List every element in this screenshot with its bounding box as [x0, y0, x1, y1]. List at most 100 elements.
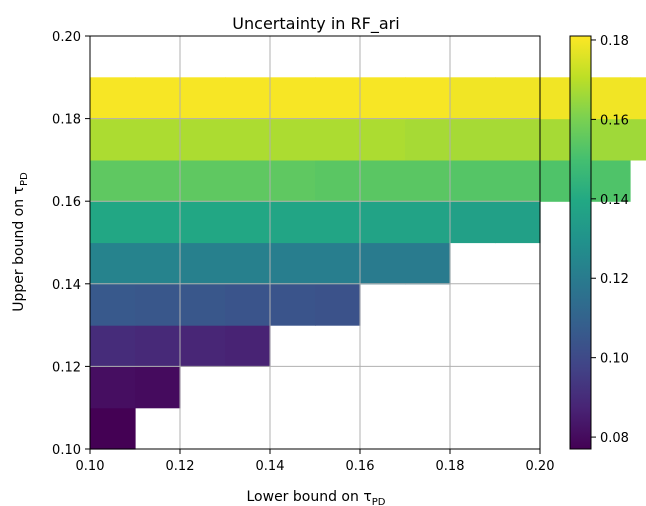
heatmap-cell — [630, 118, 646, 161]
y-tick-label: 0.12 — [52, 360, 81, 375]
heatmap-cell — [225, 201, 271, 244]
x-tick-label: 0.10 — [76, 459, 105, 474]
grid-lines — [90, 36, 540, 449]
heatmap-cell — [135, 283, 181, 326]
heatmap-cell — [270, 77, 316, 120]
heatmap-cell — [180, 201, 226, 244]
heatmap-cell — [90, 242, 136, 285]
heatmap-cell — [315, 283, 361, 326]
heatmap-cell — [495, 159, 541, 202]
heatmap-cell — [90, 77, 136, 120]
colorbar-tick-label: 0.18 — [600, 34, 629, 49]
heatmap-cell — [495, 118, 541, 161]
heatmap-cell — [495, 77, 541, 120]
colorbar-tick-label: 0.14 — [600, 193, 629, 208]
heatmap-cell — [315, 77, 361, 120]
heatmap-cell — [405, 118, 451, 161]
heatmap-cell — [585, 77, 631, 120]
heatmap-cell — [135, 242, 181, 285]
x-tick-label: 0.18 — [436, 459, 465, 474]
heatmap-cell — [135, 325, 181, 367]
heatmap-cell — [270, 201, 316, 244]
heatmap-cell — [360, 201, 406, 244]
heatmap-cell — [315, 159, 361, 202]
y-tick-label: 0.18 — [52, 113, 81, 128]
heatmap-cell — [405, 201, 451, 244]
plot-frame — [89, 35, 541, 450]
heatmap-cells — [90, 77, 646, 450]
heatmap-cell — [270, 159, 316, 202]
colorbar-tick-label: 0.16 — [600, 113, 629, 128]
heatmap-cell — [405, 77, 451, 120]
heatmap-cell — [180, 325, 226, 367]
x-tick-label: 0.14 — [256, 459, 285, 474]
x-axis-label-main: Lower bound on τ — [247, 489, 372, 505]
heatmap-cell — [180, 77, 226, 120]
x-tick-label: 0.16 — [346, 459, 375, 474]
colorbar-tick-label: 0.08 — [600, 431, 629, 446]
x-axis-label: Lower bound on τPD — [247, 489, 386, 506]
heatmap-cell — [180, 242, 226, 285]
heatmap-cell — [495, 201, 541, 244]
y-axis-label: Upper bound on τPD — [11, 172, 30, 312]
heatmap-cell — [585, 159, 631, 202]
heatmap-cell — [90, 366, 136, 409]
heatmap-cell — [315, 201, 361, 244]
heatmap-cell — [360, 77, 406, 120]
heatmap-cell — [450, 201, 496, 244]
heatmap-cell — [315, 242, 361, 285]
heatmap-cell — [135, 77, 181, 120]
colorbar — [570, 36, 591, 449]
colorbar-tick-label: 0.10 — [600, 352, 629, 367]
x-tick-label: 0.12 — [166, 459, 195, 474]
heatmap-cell — [135, 201, 181, 244]
y-axis-label-main: Upper bound on τ — [11, 186, 27, 312]
heatmap-cell — [405, 159, 451, 202]
colorbar-frame — [569, 35, 592, 450]
heatmap-cell — [90, 325, 136, 367]
y-axis-ticks: 0.10 0.12 0.14 0.16 0.18 0.20 — [52, 30, 90, 458]
heatmap-cell — [405, 242, 451, 285]
heatmap-cell — [225, 77, 271, 120]
heatmap-cell — [450, 118, 496, 161]
heatmap-cell — [630, 77, 646, 120]
heatmap-cell — [585, 118, 631, 161]
colorbar-ticks: 0.08 0.10 0.12 0.14 0.16 0.18 — [591, 34, 629, 446]
y-tick-label: 0.14 — [52, 278, 81, 293]
y-tick-label: 0.10 — [52, 443, 81, 458]
colorbar-tick-label: 0.12 — [600, 272, 629, 287]
heatmap-cell — [90, 283, 136, 326]
heatmap-cell — [225, 242, 271, 285]
heatmap-cell — [135, 118, 181, 161]
y-axis-label-subscript: PD — [19, 172, 30, 186]
heatmap-cell — [225, 325, 271, 367]
x-axis-label-subscript: PD — [372, 497, 386, 506]
heatmap-cell — [225, 159, 271, 202]
x-tick-label: 0.20 — [526, 459, 555, 474]
y-tick-label: 0.20 — [52, 30, 81, 45]
heatmap-cell — [270, 242, 316, 285]
heatmap-cell — [360, 159, 406, 202]
heatmap-cell — [360, 118, 406, 161]
heatmap-cell — [315, 118, 361, 161]
heatmap-cell — [180, 118, 226, 161]
heatmap-cell — [270, 283, 316, 326]
heatmap-cell — [90, 201, 136, 244]
heatmap-cell — [360, 242, 406, 285]
heatmap-cell — [225, 283, 271, 326]
heatmap-cell — [135, 366, 181, 409]
heatmap-cell — [450, 159, 496, 202]
heatmap-cell — [180, 159, 226, 202]
heatmap-cell — [135, 159, 181, 202]
heatmap-cell — [180, 283, 226, 326]
y-tick-label: 0.16 — [52, 195, 81, 210]
heatmap-cell — [450, 77, 496, 120]
heatmap-cell — [90, 159, 136, 202]
heatmap-cell — [90, 118, 136, 161]
x-axis-ticks: 0.10 0.12 0.14 0.16 0.18 0.20 — [76, 449, 555, 474]
chart-title: Uncertainty in RF_ari — [232, 14, 399, 34]
heatmap-cell — [225, 118, 271, 161]
heatmap-cell — [90, 407, 136, 450]
heatmap-cell — [270, 118, 316, 161]
